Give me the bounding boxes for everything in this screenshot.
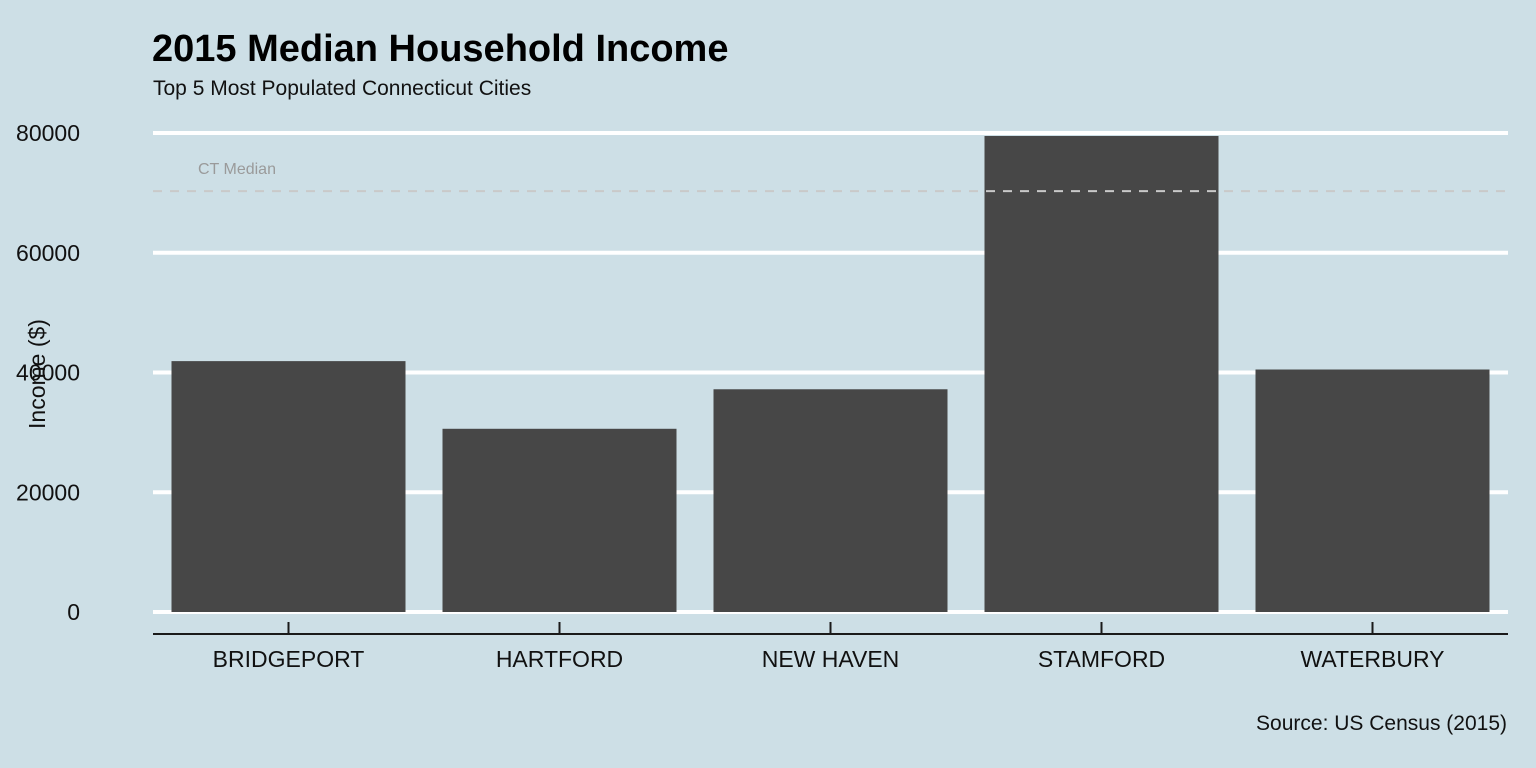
x-tick-label: NEW HAVEN	[762, 646, 900, 672]
reference-line-label: CT Median	[198, 161, 276, 178]
reference-line-group: CT Median	[153, 161, 1508, 193]
chart-subtitle: Top 5 Most Populated Connecticut Cities	[153, 77, 531, 100]
y-tick-label: 20000	[16, 479, 80, 505]
chart-title: 2015 Median Household Income	[152, 28, 728, 70]
y-axis-title: Income ($)	[24, 319, 50, 429]
bar-bridgeport	[171, 361, 406, 612]
x-tick-label: BRIDGEPORT	[213, 646, 365, 672]
y-tick-label: 80000	[16, 120, 80, 146]
bar-hartford	[442, 428, 677, 612]
x-axis: BRIDGEPORT HARTFORD NEW HAVEN STAMFORD WATER…	[153, 622, 1508, 672]
bars	[171, 135, 1490, 612]
x-tick-label: WATERBURY	[1301, 646, 1445, 672]
bar-stamford	[984, 135, 1219, 612]
x-tick-label: HARTFORD	[496, 646, 623, 672]
y-tick-label: 0	[67, 599, 80, 625]
y-tick-label: 60000	[16, 240, 80, 266]
bar-new-haven	[713, 389, 948, 612]
x-tick-label: STAMFORD	[1038, 646, 1165, 672]
caption: Source: US Census (2015)	[1256, 712, 1507, 735]
y-tick-label: 40000	[16, 360, 80, 386]
y-axis-ticks: 0 20000 40000 60000 80000	[16, 120, 80, 625]
bar-waterbury	[1255, 369, 1490, 612]
